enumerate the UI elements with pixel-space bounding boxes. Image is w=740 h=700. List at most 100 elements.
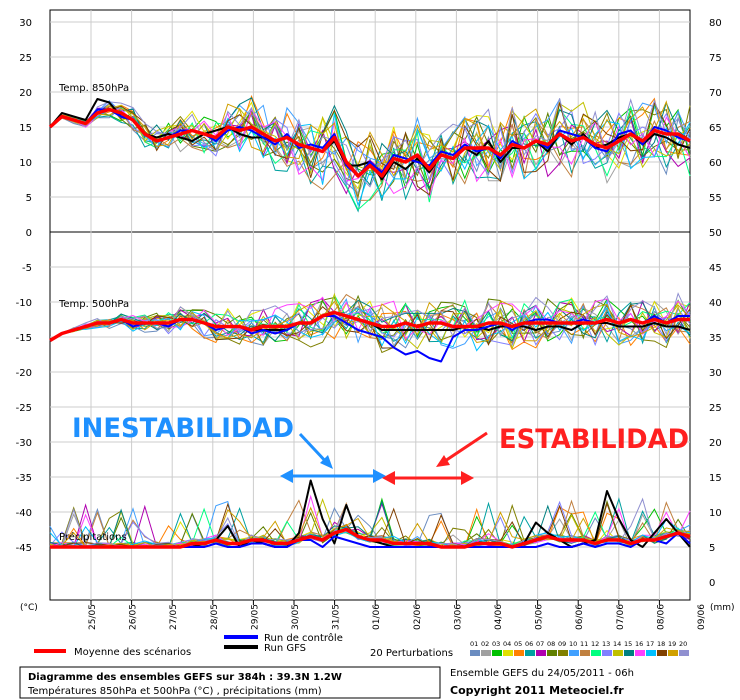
right-tick-label: 65 xyxy=(709,123,722,134)
x-tick-label: 30/05 xyxy=(291,604,301,630)
right-tick-label: 50 xyxy=(709,228,722,239)
perturbation-id-label: 18 xyxy=(657,640,665,648)
perturbation-id-label: 15 xyxy=(624,640,632,648)
perturbation-color-swatch xyxy=(668,650,678,656)
perturbation-line-t850 xyxy=(49,98,691,188)
perturbation-id-label: 13 xyxy=(602,640,610,648)
perturbation-line-t500 xyxy=(49,306,691,352)
footer-subtitle: Températures 850hPa et 500hPa (°C) , pré… xyxy=(27,685,322,697)
left-tick-label: -15 xyxy=(16,333,32,344)
x-tick-label: 05/06 xyxy=(535,604,545,630)
footer-box xyxy=(19,666,441,699)
right-tick-label: 80 xyxy=(709,18,722,29)
perturbation-line-t850 xyxy=(49,102,691,186)
stability-text: ESTABILIDAD xyxy=(499,424,689,455)
instability-pointer-head xyxy=(320,455,333,469)
perturbation-line-t500 xyxy=(49,297,691,349)
left-tick-label: -45 xyxy=(16,543,32,554)
perturbation-color-swatch xyxy=(558,650,568,656)
left-tick-label: 25 xyxy=(19,53,32,64)
perturbation-color-swatch xyxy=(591,650,601,656)
axes: 302520151050-5-10-15-20-25-30-35-40-4580… xyxy=(16,18,722,630)
left-tick-label: 5 xyxy=(26,193,32,204)
perturbation-color-swatch xyxy=(613,650,623,656)
right-tick-label: 70 xyxy=(709,88,722,99)
perturbation-id-label: 06 xyxy=(525,640,533,648)
right-tick-label: 5 xyxy=(709,543,715,554)
x-tick-label: 03/06 xyxy=(453,604,463,630)
right-tick-label: 45 xyxy=(709,263,722,274)
legend-control-label: Run de contrôle xyxy=(264,632,343,644)
run-info: Ensemble GEFS du 24/05/2011 - 06h xyxy=(450,668,634,679)
perturbation-id-label: 02 xyxy=(481,640,489,648)
stability-annotation: ESTABILIDAD xyxy=(382,424,689,485)
left-tick-label: -20 xyxy=(16,368,32,379)
perturbation-id-label: 14 xyxy=(613,640,621,648)
perturbation-id-label: 08 xyxy=(547,640,555,648)
left-tick-label: -30 xyxy=(16,438,32,449)
perturbation-id-label: 16 xyxy=(635,640,643,648)
perturbation-id-label: 17 xyxy=(646,640,654,648)
perturbation-color-swatch xyxy=(657,650,667,656)
perturbation-color-swatch xyxy=(635,650,645,656)
right-tick-label: 35 xyxy=(709,333,722,344)
x-tick-label: 25/05 xyxy=(88,604,98,630)
right-tick-label: 20 xyxy=(709,438,722,449)
right-tick-label: 0 xyxy=(709,578,715,589)
perturbation-color-swatch xyxy=(580,650,590,656)
mean-line-precip xyxy=(50,527,691,549)
x-tick-label: 01/06 xyxy=(372,604,382,630)
perturbation-id-label: 19 xyxy=(668,640,676,648)
left-tick-label: -40 xyxy=(16,508,32,519)
right-tick-label: 40 xyxy=(709,298,722,309)
perturbation-color-swatch xyxy=(503,650,513,656)
x-tick-label: 29/05 xyxy=(250,604,260,630)
x-tick-label: 08/06 xyxy=(656,604,666,630)
perturbation-color-swatch xyxy=(679,650,689,656)
perturbation-color-swatch xyxy=(481,650,491,656)
x-tick-label: 04/06 xyxy=(494,604,504,630)
perturbation-id-label: 11 xyxy=(580,640,588,648)
footer-title: Diagramme des ensembles GEFS sur 384h : … xyxy=(28,672,342,683)
right-tick-label: 30 xyxy=(709,368,722,379)
perturbation-color-swatch xyxy=(492,650,502,656)
perturbation-color-swatch xyxy=(525,650,535,656)
perturbation-line-t850 xyxy=(49,109,691,207)
perturbation-line-t850 xyxy=(49,100,691,177)
left-tick-label: 20 xyxy=(19,88,32,99)
instability-text: INESTABILIDAD xyxy=(72,413,294,444)
perturbation-id-label: 09 xyxy=(558,640,566,648)
x-tick-label: 27/05 xyxy=(169,604,179,630)
right-tick-label: 15 xyxy=(709,473,722,484)
stability-pointer-arrow xyxy=(441,431,488,465)
perturbation-id-label: 20 xyxy=(679,640,687,648)
legend: Moyenne des scénarios Run de contrôle Ru… xyxy=(34,632,689,659)
perturbation-line-t500 xyxy=(49,299,691,342)
perturbation-line-t850 xyxy=(49,97,691,190)
stability-range-head-right xyxy=(461,471,474,485)
left-unit-label: (°C) xyxy=(20,603,38,613)
instability-range-head-left xyxy=(280,469,293,483)
perturbation-color-swatch xyxy=(536,650,546,656)
perturbation-id-label: 04 xyxy=(503,640,511,648)
left-tick-label: 30 xyxy=(19,18,32,29)
t500-label: Temp. 500hPa xyxy=(58,299,129,310)
right-tick-label: 75 xyxy=(709,53,722,64)
left-tick-label: -35 xyxy=(16,473,32,484)
precip-label: Précipitations xyxy=(59,531,127,543)
right-tick-label: 10 xyxy=(709,508,722,519)
stability-range-head-left xyxy=(382,471,395,485)
x-tick-label: 31/05 xyxy=(332,604,342,630)
right-tick-label: 25 xyxy=(709,403,722,414)
left-tick-label: -10 xyxy=(16,298,32,309)
t850-label: Temp. 850hPa xyxy=(58,83,129,94)
perturbation-line-t850 xyxy=(49,101,691,196)
copyright: Copyright 2011 Meteociel.fr xyxy=(450,684,624,697)
right-unit-label: (mm) xyxy=(710,603,735,613)
perturbation-id-label: 10 xyxy=(569,640,577,648)
left-tick-label: -5 xyxy=(22,263,32,274)
x-tick-label: 06/06 xyxy=(575,604,585,630)
legend-gfs-label: Run GFS xyxy=(264,643,306,654)
perturbation-id-label: 12 xyxy=(591,640,599,648)
